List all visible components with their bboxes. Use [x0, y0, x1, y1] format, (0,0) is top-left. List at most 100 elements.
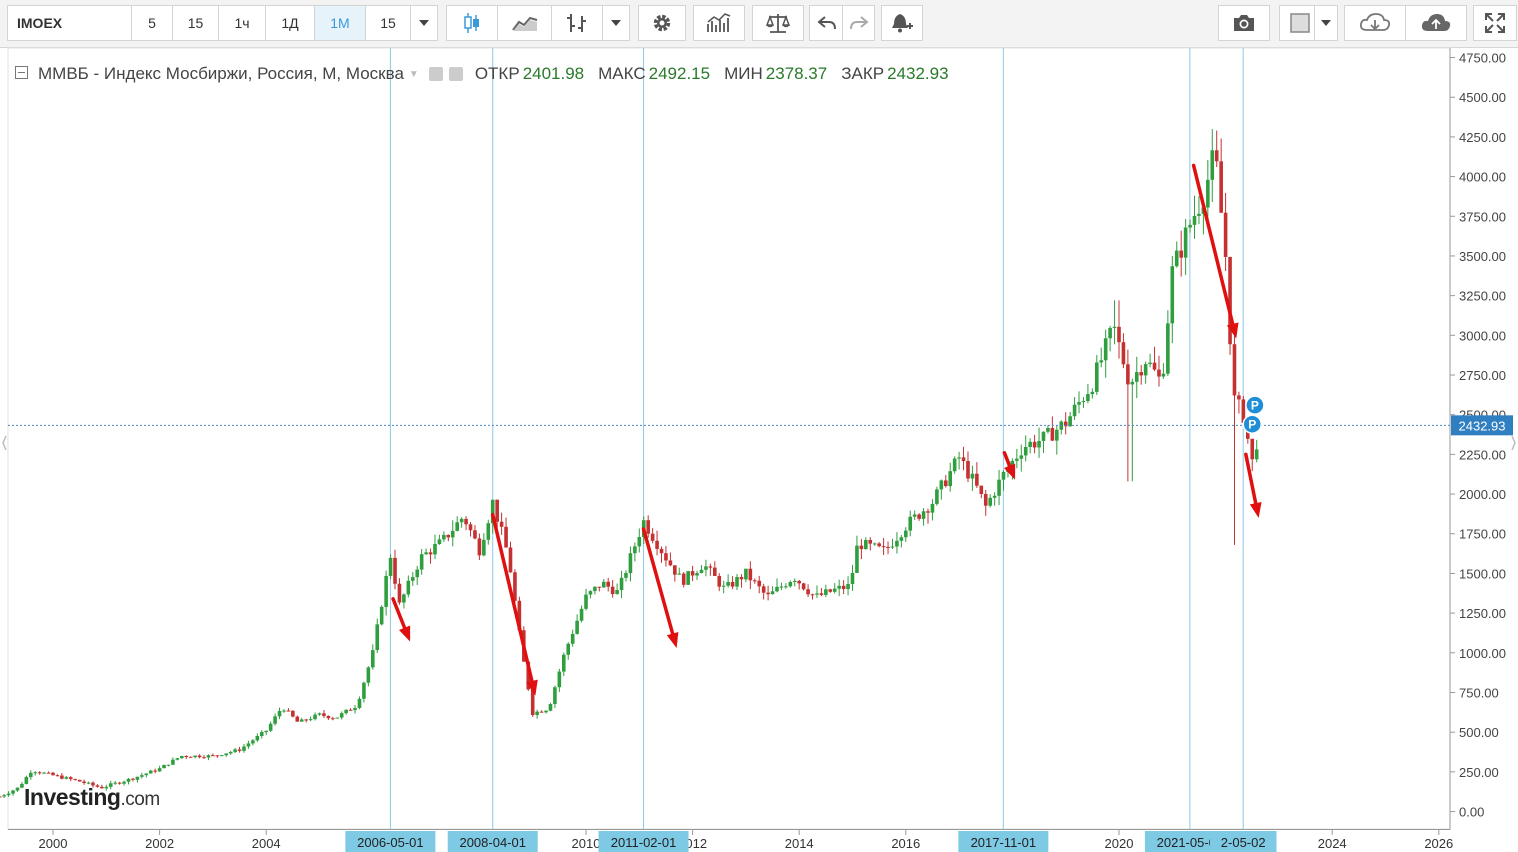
price-chart[interactable]: 0.00 250.00 500.00 750.00 1000.00 1250.00 1500…	[0, 47, 1518, 852]
y-tick-label: 0.00	[1459, 805, 1484, 820]
candle-body	[517, 600, 522, 631]
candles-chart-button[interactable]	[446, 5, 498, 41]
candle-body	[224, 753, 229, 756]
candle-body	[1015, 458, 1019, 461]
marker-label-bg	[345, 831, 436, 852]
vertical-markers-layer	[389, 48, 1244, 829]
candle-body	[846, 584, 850, 590]
period-dropdown-button[interactable]	[410, 5, 438, 41]
open-value: 2401.98	[522, 64, 585, 83]
time-axis[interactable]: 2000 2002 2004 2010 2012 2014 2016 2020 2024 2026…	[8, 829, 1453, 852]
candle-body	[1050, 428, 1055, 441]
color-dropdown-button[interactable]	[1314, 5, 1338, 41]
y-tick-label: 2250.00	[1459, 447, 1506, 462]
interval-15-button[interactable]: 15	[172, 5, 219, 41]
scroll-right-icon[interactable]	[1511, 435, 1516, 451]
alert-button[interactable]	[881, 5, 923, 41]
line-chart-button[interactable]	[497, 5, 552, 41]
candle-body	[490, 499, 495, 524]
candle-body	[779, 586, 784, 588]
candle-body	[1237, 395, 1241, 400]
candle-body	[868, 539, 873, 544]
candle-body	[450, 530, 455, 538]
high-value: 2492.15	[648, 64, 711, 83]
screenshot-button[interactable]	[1218, 5, 1270, 41]
candle-body	[788, 581, 793, 587]
close-value: 2432.93	[887, 64, 949, 83]
candle-body	[628, 553, 633, 574]
interval-1d-button[interactable]: 1Д	[265, 5, 315, 41]
chart-type-dropdown-button[interactable]	[602, 5, 630, 41]
legend-dropdown-icon[interactable]: ▼	[408, 68, 419, 80]
symbol-input[interactable]: IMOEX	[7, 5, 132, 41]
candle-body	[832, 588, 837, 592]
scroll-left-icon[interactable]	[2, 435, 7, 451]
legend-title[interactable]: ММВБ - Индекс Мосбиржи, Россия, М, Москв…	[38, 64, 404, 83]
candle-body	[495, 499, 499, 522]
candle-body	[206, 755, 211, 758]
vertical-marker-label: 2008-04-01	[447, 831, 538, 852]
candle-body	[273, 716, 277, 724]
compare-button[interactable]	[752, 5, 804, 41]
legend-collapse-icon[interactable]	[15, 66, 28, 79]
candle-body	[810, 594, 815, 596]
candle-body	[0, 796, 2, 798]
interval-5-button[interactable]: 5	[131, 5, 173, 41]
bar-chart-button[interactable]	[551, 5, 603, 41]
settings-button[interactable]	[638, 5, 686, 41]
candle-body	[930, 503, 935, 513]
eye-icon[interactable]	[428, 67, 443, 81]
period-value-button[interactable]: 15	[365, 5, 411, 41]
vertical-marker-label: 2011-02-01	[598, 831, 689, 852]
indicators-icon	[707, 13, 731, 32]
candle-body	[912, 514, 917, 517]
candle-body	[890, 546, 895, 548]
x-tick-label: 2002	[145, 836, 174, 851]
candle-body	[1121, 342, 1126, 365]
gear-small-icon[interactable]	[448, 67, 463, 81]
candle-body	[1214, 150, 1219, 162]
upload-button[interactable]	[1405, 5, 1467, 41]
candle-body	[477, 538, 482, 556]
candle-body	[748, 568, 753, 581]
redo-button[interactable]	[842, 5, 875, 41]
interval-1h-button[interactable]: 1ч	[218, 5, 266, 41]
candle-body	[526, 661, 531, 690]
y-tick-label: 3250.00	[1459, 289, 1506, 304]
candle-body	[317, 713, 322, 715]
camera-icon	[1234, 15, 1254, 31]
candle-body	[610, 586, 615, 595]
candle-body	[100, 786, 104, 789]
candle-body	[371, 650, 375, 668]
bar-chart-icon	[567, 14, 586, 32]
marker-label-text: 2021-05-03	[1157, 835, 1224, 850]
interval-1m-button[interactable]: 1М	[314, 5, 366, 41]
trend-arrow-head	[1003, 463, 1016, 480]
candle-body	[966, 461, 970, 479]
candle-body	[557, 671, 562, 688]
candles-chart-icon	[464, 13, 479, 33]
candle-body	[619, 577, 624, 591]
candle-body	[144, 773, 149, 776]
trend-arrow-head	[1226, 322, 1239, 339]
candle-body	[113, 782, 117, 784]
candle-body	[1166, 323, 1170, 374]
candle-body	[410, 577, 415, 581]
candle-body	[686, 571, 690, 585]
close-label: ЗАКР	[841, 64, 885, 83]
fullscreen-button[interactable]	[1473, 5, 1517, 41]
price-axis[interactable]: 0.00 250.00 500.00 750.00 1000.00 1250.00 1500…	[1449, 48, 1506, 830]
candle-body	[983, 493, 988, 506]
candle-body	[157, 768, 162, 772]
chevron-down-icon	[419, 20, 429, 26]
indicators-button[interactable]	[693, 5, 745, 41]
download-button[interactable]	[1344, 5, 1406, 41]
candle-body	[766, 592, 770, 595]
candle-body	[11, 790, 15, 794]
candle-body	[357, 698, 362, 708]
candle-body	[824, 589, 828, 595]
color-box-button[interactable]	[1279, 5, 1319, 41]
candle-body	[131, 778, 135, 780]
shape-markers-layer[interactable]: PP	[1242, 395, 1265, 434]
undo-button[interactable]	[809, 5, 843, 41]
